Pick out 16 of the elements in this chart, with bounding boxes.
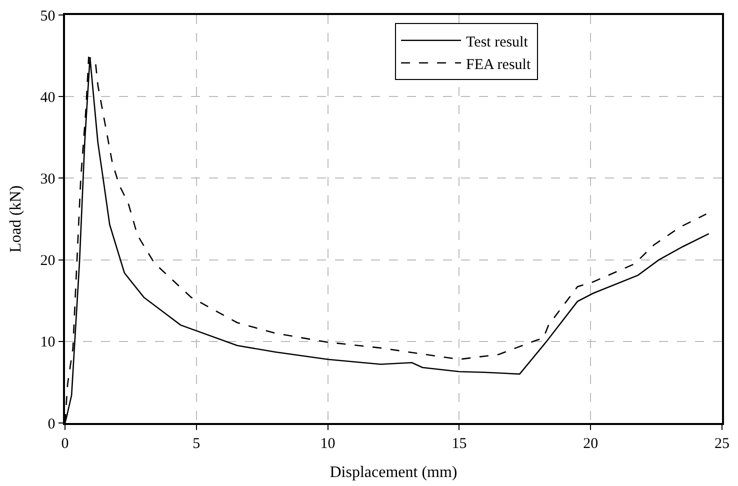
y-tick-label: 10 [40,334,56,351]
y-tick-label: 30 [40,171,56,188]
x-tick-label: 25 [714,436,730,452]
y-tick-label: 40 [40,90,56,106]
y-axis-title: Load (kN) [8,185,25,253]
x-tick-label: 15 [452,436,467,452]
x-tick-label: 5 [192,436,200,452]
x-tick-label: 10 [320,436,336,452]
x-axis-title: Displacement (mm) [330,464,458,481]
y-tick-label: 0 [48,416,56,432]
y-tick-label: 50 [40,8,56,24]
legend-label: Test result [466,34,529,50]
y-tick-label: 20 [40,253,56,270]
x-tick-label: 20 [583,436,598,452]
x-tick-label: 0 [61,436,69,452]
legend-label: FEA result [466,56,532,73]
